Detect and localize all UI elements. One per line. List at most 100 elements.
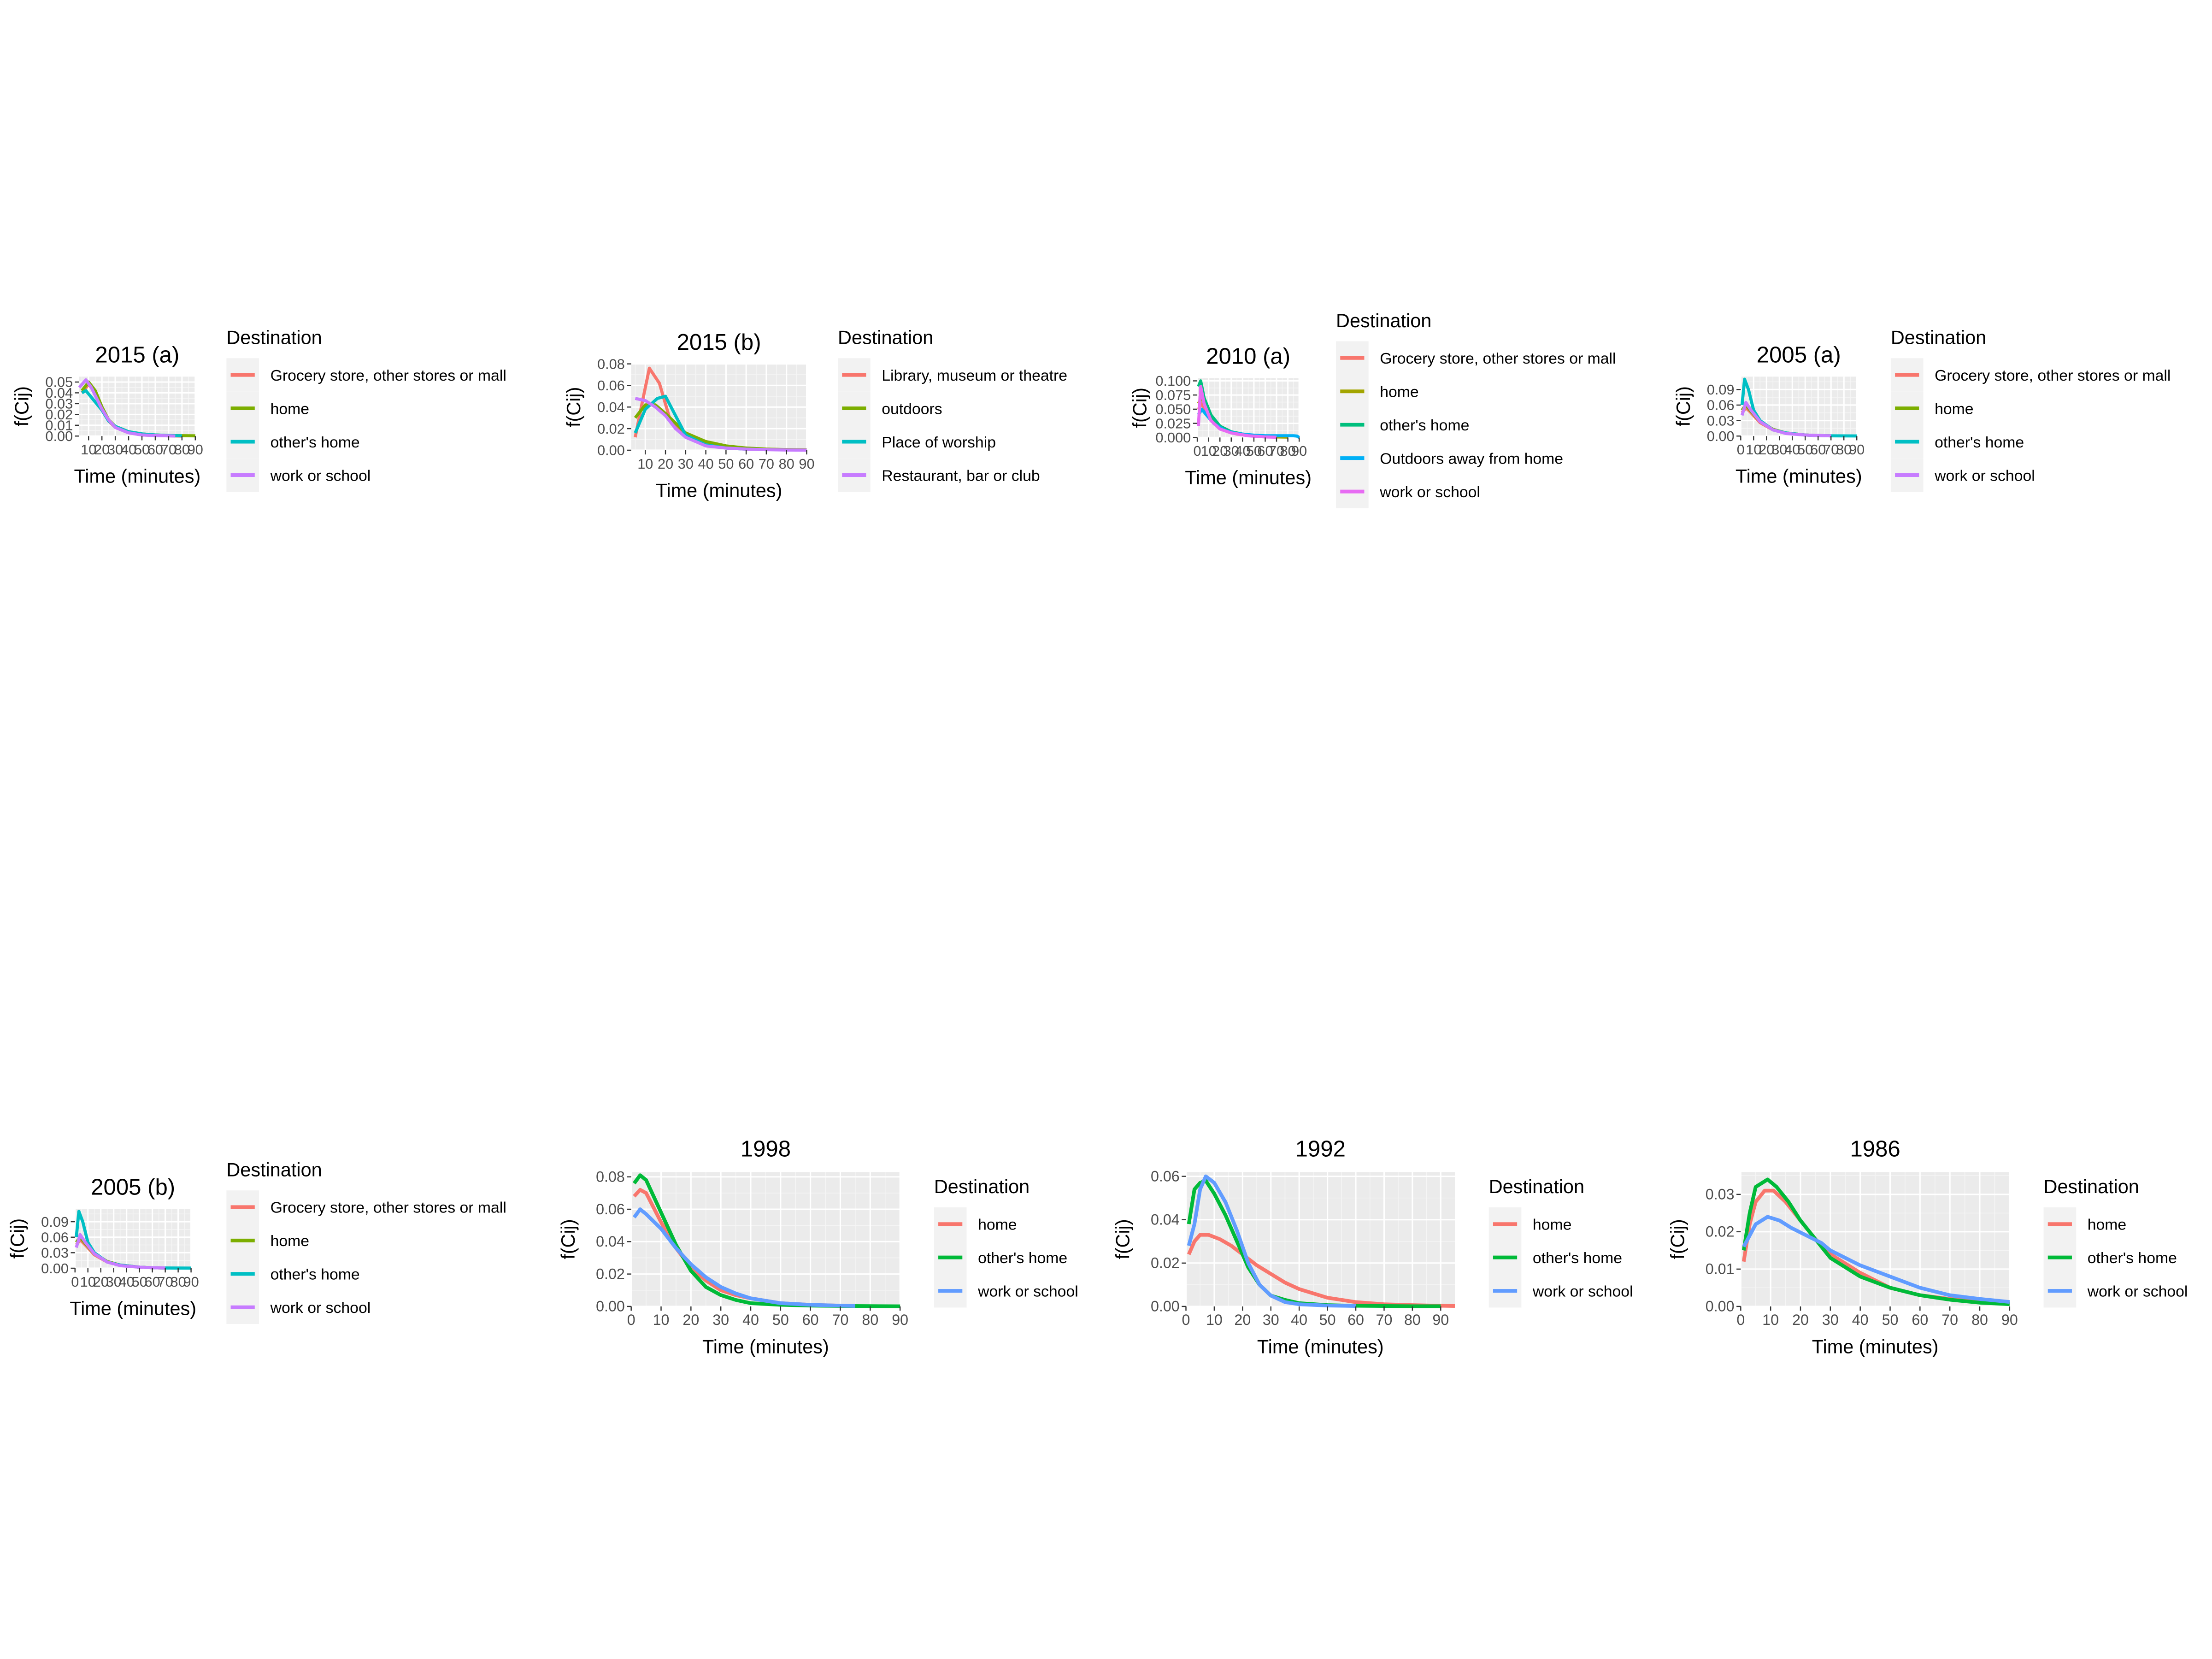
x-tick-label: 80 [1971,1312,1988,1328]
x-tick-label: 10 [1762,1312,1779,1328]
y-tick-label: 0.02 [45,406,73,423]
x-tick-label: 0 [1737,441,1745,458]
y-tick-label: 0.00 [597,442,625,459]
y-tick-label: 0.000 [1155,429,1191,446]
legend: Destination home other's home work or schoo… [2043,1176,2188,1308]
x-tick-label: 0 [627,1312,635,1328]
legend-label: work or school [1532,1282,1633,1300]
y-tick-label: 0.03 [1707,412,1735,429]
legend-label: other's home [271,434,360,451]
x-tick-label: 60 [1912,1312,1928,1328]
x-tick-label: 60 [1810,441,1826,458]
legend-label: home [978,1216,1017,1233]
legend-label: Library, museum or theatre [882,367,1067,384]
x-tick-label: 30 [1771,441,1787,458]
x-tick-label: 40 [121,441,136,458]
x-tick-label: 80 [862,1312,878,1328]
y-tick-label: 0.04 [597,399,625,415]
x-tick-label: 50 [1882,1312,1899,1328]
legend-label: other's home [1533,1249,1622,1267]
y-tick-label: 0.06 [41,1229,69,1245]
y-tick-label: 0.00 [45,428,73,444]
x-tick-label: 30 [1224,443,1239,459]
plot-panel-background [79,377,195,436]
legend-label: work or school [977,1282,1078,1300]
x-tick-label: 70 [161,441,176,458]
legend-title: Destination [226,1159,322,1180]
y-tick-label: 0.050 [1155,401,1191,418]
y-tick-label: 0.08 [596,1168,625,1185]
x-tick-label: 70 [1376,1312,1393,1328]
legend-label: other's home [2088,1249,2177,1267]
x-tick-label: 90 [1432,1312,1449,1328]
y-tick-label: 0.03 [45,396,73,412]
x-tick-label: 80 [1836,441,1852,458]
x-tick-label: 0 [1182,1312,1190,1328]
x-tick-label: 70 [1823,441,1839,458]
x-tick-label: 20 [682,1312,699,1328]
legend-label: Grocery store, other stores or mall [271,1199,506,1217]
x-tick-label: 30 [1263,1312,1279,1328]
y-tick-label: 0.01 [45,418,73,434]
x-tick-label: 90 [1849,441,1865,458]
y-tick-label: 0.00 [1706,1298,1735,1315]
series-line-3 [1742,1215,2010,1304]
y-tick-label: 0.075 [1155,387,1191,403]
y-tick-label: 0.02 [596,1265,625,1282]
x-tick-label: 40 [1235,443,1250,459]
y-tick-label: 0.00 [41,1260,69,1277]
x-axis-label: Time (minutes) [1257,1335,1384,1357]
x-axis-label: Time (minutes) [702,1335,829,1357]
x-axis-label: Time (minutes) [74,465,201,487]
x-tick-label: 30 [107,441,123,458]
chart-title: 2010 (a) [1206,344,1290,369]
legend-label: home [1935,400,1973,418]
series-line-4 [78,378,176,438]
y-tick-label: 0.06 [597,377,625,394]
series-line-4 [635,397,807,452]
y-axis-label: f(Cij) [563,387,584,427]
y-tick-label: 0.06 [1151,1168,1180,1184]
legend-label: Grocery store, other stores or mall [271,367,506,384]
legend: Destination home other's home work or schoo… [934,1176,1078,1308]
x-tick-label: 30 [678,456,694,472]
y-tick-label: 0.00 [596,1298,625,1315]
y-tick-label: 0.00 [1151,1298,1180,1315]
y-tick-label: 0.03 [41,1245,69,1261]
x-tick-label: 40 [1852,1312,1869,1328]
x-tick-label: 10 [81,441,96,458]
y-tick-label: 0.00 [1707,428,1735,444]
y-tick-label: 0.09 [1707,382,1735,398]
series-line-3 [1187,1174,1356,1308]
x-tick-label: 30 [1822,1312,1839,1328]
chart-panel-2: 10 20 30 40 50 60 70 80 90 0.00 0.02 0.04 0.06 0.08 20… [563,327,1067,501]
x-tick-label: 0 [1194,443,1201,459]
legend: Destination Library, museum or theatre out… [838,327,1067,492]
x-tick-label: 90 [1291,443,1307,459]
chart-title: 2015 (a) [95,343,179,368]
x-tick-label: 10 [653,1312,670,1328]
y-tick-label: 0.04 [596,1233,625,1250]
x-tick-label: 20 [1212,443,1228,459]
y-axis-label: f(Cij) [1672,386,1694,426]
x-tick-label: 80 [171,1274,186,1290]
legend: Destination Grocery store, other stores o… [226,327,506,492]
legend-label: home [271,400,309,418]
legend-label: work or school [1379,483,1480,501]
x-tick-label: 20 [1234,1312,1251,1328]
chart-panel-6: 0 10 20 30 40 50 60 70 80 90 0.00 0.02 0.04 0.06 0.08 1… [557,1136,1078,1357]
y-axis-label: f(Cij) [6,1218,28,1259]
y-axis-label: f(Cij) [11,386,32,426]
y-axis-label: f(Cij) [1112,1219,1134,1259]
y-tick-label: 0.01 [1706,1261,1735,1277]
x-tick-label: 60 [1347,1312,1364,1328]
x-tick-label: 30 [106,1274,122,1290]
y-tick-label: 0.05 [45,374,73,390]
legend-label: home [2088,1216,2126,1233]
x-tick-label: 0 [1736,1312,1745,1328]
